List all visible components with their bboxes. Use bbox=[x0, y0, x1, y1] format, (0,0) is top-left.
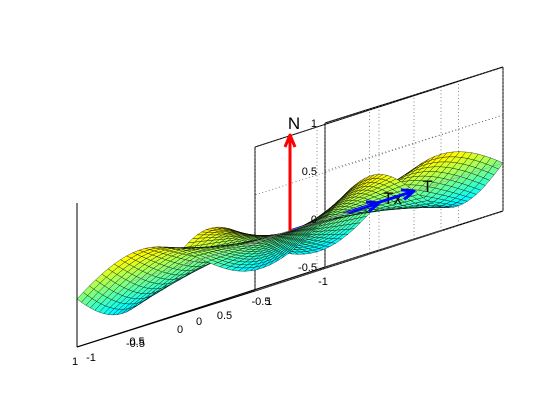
grid-line bbox=[254, 210, 504, 292]
tick-label: -1 bbox=[318, 276, 328, 288]
front-box-edges bbox=[76, 203, 326, 348]
vector-label: T bbox=[422, 177, 432, 196]
vector-arrowhead bbox=[400, 188, 416, 201]
tick-label: -0.5 bbox=[298, 262, 317, 274]
vector-arrowhead bbox=[283, 133, 297, 148]
surface-mesh: TxTN bbox=[76, 114, 504, 316]
vector-label: N bbox=[288, 114, 300, 133]
grid-line bbox=[254, 114, 504, 196]
tick-label: 1 bbox=[266, 296, 272, 308]
tick-label: 0.5 bbox=[217, 310, 232, 322]
tick-label: 1 bbox=[72, 356, 78, 368]
surface-face bbox=[76, 292, 88, 303]
tick-label: 0.5 bbox=[129, 336, 144, 348]
axis-ticks: -0.500.51-1-0.500.51 -1-0.500.51 bbox=[72, 118, 328, 368]
tick-label: 0.5 bbox=[302, 166, 317, 178]
tick-label: 0 bbox=[196, 316, 202, 328]
box-edge bbox=[76, 290, 256, 348]
tick-label: 0 bbox=[177, 324, 183, 336]
vector-n: N bbox=[283, 114, 300, 231]
tick-label: -0.5 bbox=[126, 338, 145, 350]
tick-label: 1 bbox=[311, 118, 317, 130]
tick-label: 0 bbox=[311, 214, 317, 226]
tick-label: -0.5 bbox=[252, 296, 271, 308]
grid-line bbox=[254, 66, 504, 148]
tick-label: -1 bbox=[86, 352, 96, 364]
